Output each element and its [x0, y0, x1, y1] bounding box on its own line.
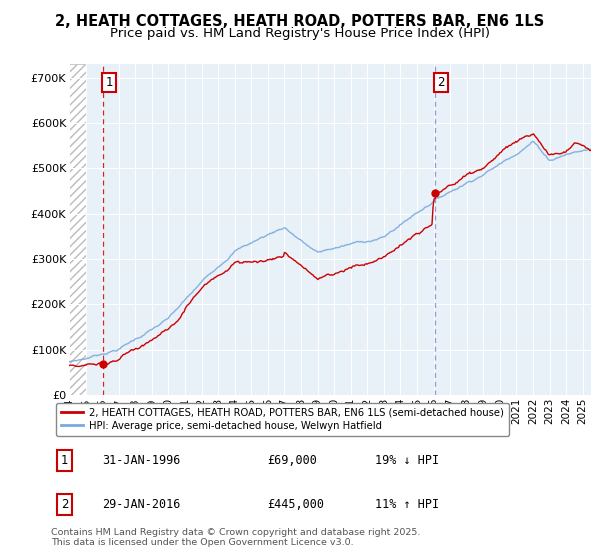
Text: 31-JAN-1996: 31-JAN-1996: [103, 454, 181, 467]
Bar: [69, 64, 86, 395]
Text: Price paid vs. HM Land Registry's House Price Index (HPI): Price paid vs. HM Land Registry's House …: [110, 27, 490, 40]
Text: 1: 1: [106, 76, 113, 89]
Text: 19% ↓ HPI: 19% ↓ HPI: [375, 454, 439, 467]
Text: £69,000: £69,000: [267, 454, 317, 467]
Text: 2: 2: [61, 498, 68, 511]
Text: £445,000: £445,000: [267, 498, 324, 511]
Text: 2, HEATH COTTAGES, HEATH ROAD, POTTERS BAR, EN6 1LS: 2, HEATH COTTAGES, HEATH ROAD, POTTERS B…: [55, 14, 545, 29]
Text: 11% ↑ HPI: 11% ↑ HPI: [375, 498, 439, 511]
Text: 2: 2: [437, 76, 445, 89]
Legend: 2, HEATH COTTAGES, HEATH ROAD, POTTERS BAR, EN6 1LS (semi-detached house), HPI: : 2, HEATH COTTAGES, HEATH ROAD, POTTERS B…: [56, 403, 509, 436]
Text: 1: 1: [61, 454, 68, 467]
Text: 29-JAN-2016: 29-JAN-2016: [103, 498, 181, 511]
Text: Contains HM Land Registry data © Crown copyright and database right 2025.
This d: Contains HM Land Registry data © Crown c…: [51, 528, 421, 547]
